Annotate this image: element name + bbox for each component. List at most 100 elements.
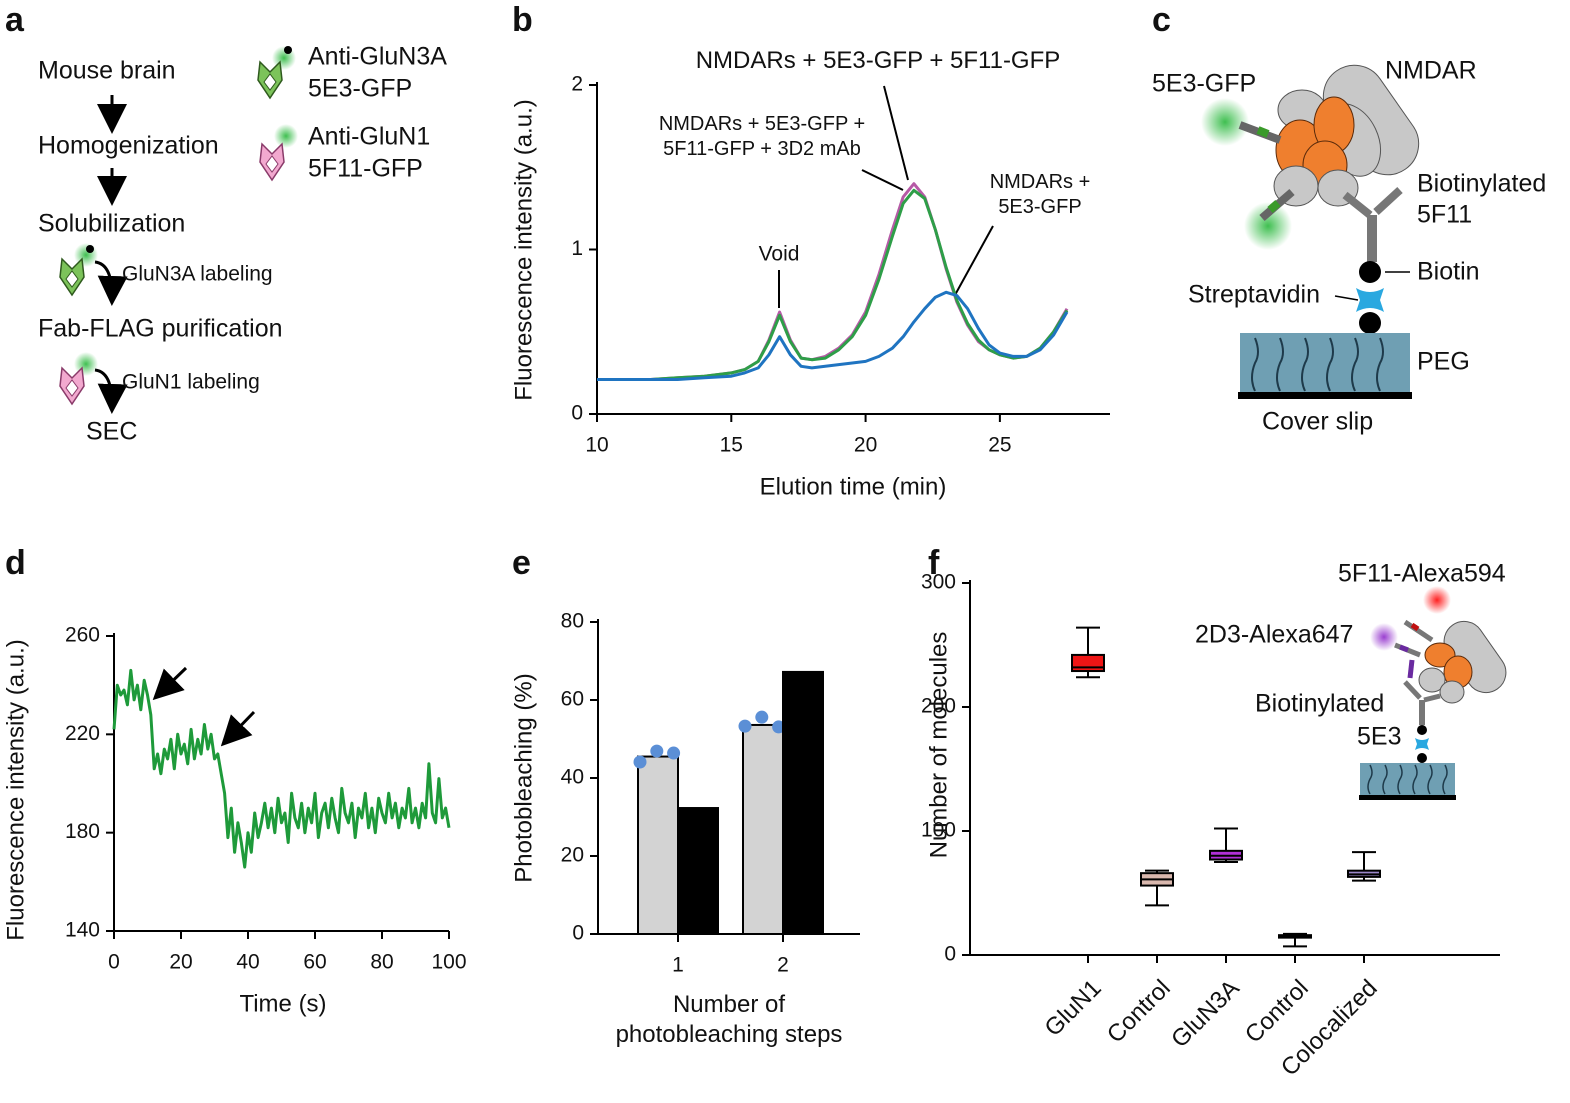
y-tick-label: 40 bbox=[561, 766, 584, 789]
step: Mouse brain bbox=[38, 57, 176, 85]
label: NMDAR bbox=[1385, 57, 1477, 85]
label: 2D3-Alexa647 bbox=[1195, 621, 1353, 649]
data-point bbox=[633, 755, 647, 769]
x-tick-label: 10 bbox=[585, 434, 608, 457]
legend-label: Anti-GluN3A bbox=[308, 43, 447, 71]
leader-line bbox=[861, 169, 904, 191]
inset-schematic: 5F11-Alexa594 2D3-Alexa647 Biotinylated … bbox=[1195, 560, 1507, 800]
x-tick-label: 25 bbox=[988, 434, 1011, 457]
x-tick-label: 1 bbox=[672, 954, 684, 977]
legend-label: 5E3-GFP bbox=[308, 75, 412, 103]
y-tick-label: 20 bbox=[561, 844, 584, 867]
arrow bbox=[152, 666, 188, 701]
y-tick-label: 200 bbox=[921, 695, 956, 718]
y-tick-label: 2 bbox=[571, 73, 583, 96]
leader-line bbox=[954, 225, 994, 296]
y-tick-label: 100 bbox=[921, 819, 956, 842]
y-tick-label: 0 bbox=[944, 943, 956, 966]
arrow bbox=[220, 710, 256, 747]
panel-label: e bbox=[512, 544, 531, 582]
bar bbox=[782, 670, 824, 935]
label: PEG bbox=[1417, 348, 1470, 376]
y-tick-label: 0 bbox=[572, 922, 584, 945]
x-tick-label: 20 bbox=[169, 951, 192, 974]
data-point bbox=[667, 746, 681, 760]
schematic: 5E3-GFP NMDAR Biotinylated 5F11 Biotin S… bbox=[1152, 57, 1546, 436]
series-label: NMDARs + 5E3-GFP + 5F11-GFP bbox=[695, 47, 1061, 74]
annotation: Void bbox=[759, 243, 800, 266]
fab-icon bbox=[59, 352, 98, 406]
legend-label: Anti-GluN1 bbox=[308, 123, 430, 151]
x-tick-label: 15 bbox=[720, 434, 743, 457]
y-tick-label: 0 bbox=[571, 402, 583, 425]
step: Fab-FLAG purification bbox=[38, 315, 283, 343]
bar bbox=[677, 807, 719, 936]
y-axis-label: Number of molecules bbox=[925, 632, 952, 859]
step: GluN3A labeling bbox=[122, 263, 273, 286]
label: 5F11 bbox=[1417, 201, 1472, 229]
panel-label: b bbox=[512, 1, 533, 39]
panel-label: f bbox=[928, 544, 940, 582]
x-axis-label: Number of photobleaching steps bbox=[615, 991, 843, 1048]
fab-icon bbox=[259, 124, 298, 182]
y-axis-label: Fluorescence intensity (a.u.) bbox=[2, 639, 29, 940]
data-point bbox=[650, 744, 664, 758]
y-tick-label: 1 bbox=[571, 237, 583, 260]
label: 5F11-Alexa594 bbox=[1338, 560, 1506, 588]
bar bbox=[742, 723, 784, 936]
x-tick-label: 40 bbox=[236, 951, 259, 974]
label: 5E3-GFP bbox=[1152, 70, 1256, 98]
y-axis-label: Photobleaching (%) bbox=[510, 673, 537, 882]
x-tick-label: GluN1 bbox=[1040, 975, 1107, 1042]
x-tick-label: 20 bbox=[854, 434, 877, 457]
x-tick-label: 0 bbox=[108, 951, 120, 974]
x-tick-label: GluN3A bbox=[1166, 975, 1245, 1054]
x-tick-label: 60 bbox=[303, 951, 326, 974]
y-tick-label: 300 bbox=[921, 571, 956, 594]
y-tick-label: 220 bbox=[65, 722, 100, 745]
series-label: NMDARs + 5E3-GFP bbox=[989, 171, 1091, 218]
line bbox=[597, 290, 1069, 381]
legend-label: 5F11-GFP bbox=[308, 155, 423, 183]
y-tick-label: 80 bbox=[561, 610, 584, 633]
x-axis-label: Time (s) bbox=[239, 990, 326, 1017]
series-label: NMDARs + 5E3-GFP + 5F11-GFP + 3D2 mAb bbox=[658, 113, 866, 160]
fab-icon bbox=[59, 243, 98, 297]
x-tick-label: 80 bbox=[370, 951, 393, 974]
panel-label: a bbox=[5, 1, 25, 39]
arrow bbox=[94, 368, 128, 414]
label: Biotinylated bbox=[1255, 690, 1384, 718]
bar bbox=[637, 755, 679, 935]
x-tick-label: Control bbox=[1102, 975, 1176, 1049]
step: SEC bbox=[86, 418, 137, 446]
y-tick-label: 260 bbox=[65, 624, 100, 647]
y-tick-label: 140 bbox=[65, 919, 100, 942]
y-axis-label: Fluorescence intensity (a.u.) bbox=[510, 99, 537, 400]
step: Solubilization bbox=[38, 210, 185, 238]
data-point bbox=[738, 719, 752, 733]
leader-line bbox=[883, 85, 909, 181]
fab-icon bbox=[257, 46, 296, 100]
x-tick-label: 100 bbox=[431, 951, 466, 974]
x-tick-label: 2 bbox=[777, 954, 789, 977]
line bbox=[112, 668, 451, 869]
panel-label: d bbox=[5, 544, 26, 582]
box bbox=[1071, 653, 1105, 673]
label: Biotinylated bbox=[1417, 170, 1546, 198]
line bbox=[597, 188, 1069, 381]
data-point bbox=[755, 710, 769, 724]
y-tick-label: 180 bbox=[65, 820, 100, 843]
workflow: Mouse brain Homogenization Solubilizatio… bbox=[38, 43, 447, 446]
step: Homogenization bbox=[38, 132, 219, 160]
arrow bbox=[94, 260, 128, 306]
data-point bbox=[772, 720, 786, 734]
label: Biotin bbox=[1417, 258, 1480, 286]
step: GluN1 labeling bbox=[122, 371, 260, 394]
y-tick-label: 60 bbox=[561, 688, 584, 711]
label: Streptavidin bbox=[1188, 281, 1320, 309]
label: Cover slip bbox=[1262, 408, 1373, 436]
panel-label: c bbox=[1152, 1, 1171, 39]
x-axis-label: Elution time (min) bbox=[760, 473, 947, 500]
